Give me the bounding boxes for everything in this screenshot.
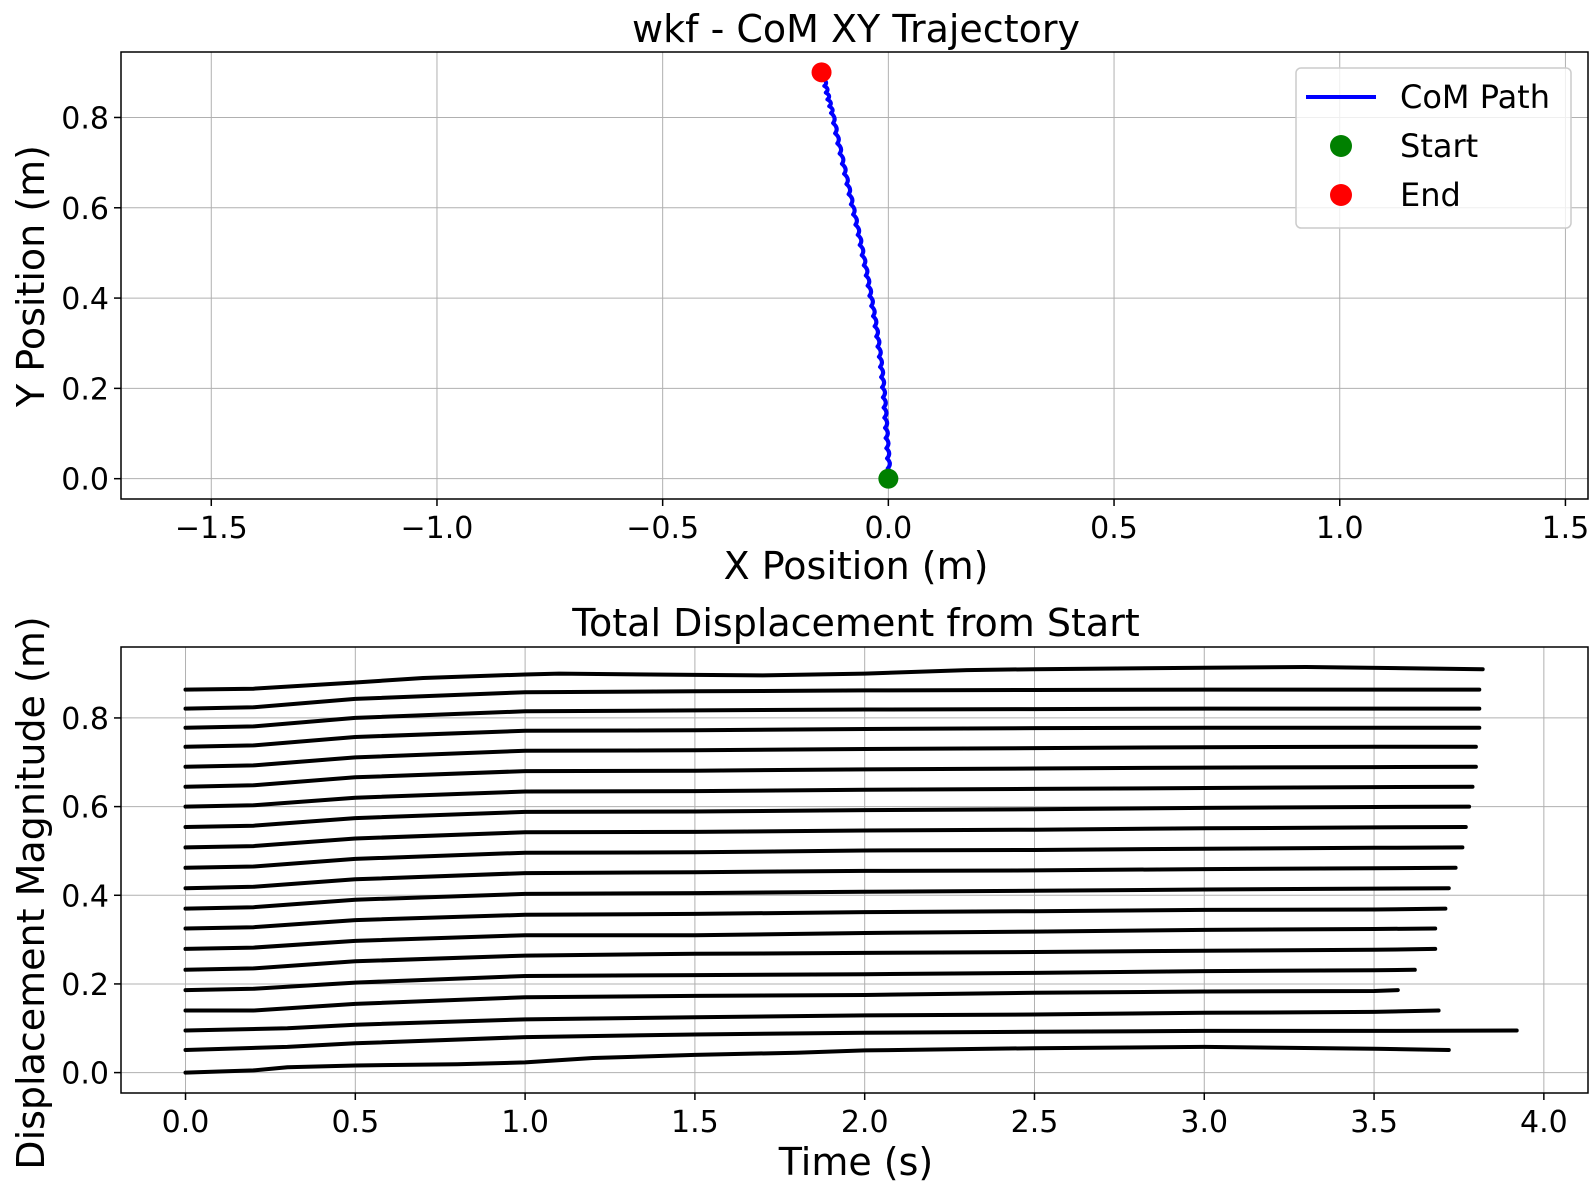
- bottom-chart-frame: [120, 646, 1589, 1094]
- displacement-segment-line: [183, 1008, 1441, 1033]
- displacement-segment-line: [183, 825, 1468, 850]
- displacement-segment-line: [183, 706, 1482, 730]
- bottom-y-tick-label: 0.6: [61, 791, 109, 826]
- end-point-marker: [811, 62, 832, 83]
- bottom-chart-ticks: 0.0 0.5 1.0 1.5 2.0 2.5 3.0 3.5 4.0 0.0 0.2 0.4 0.6 0…: [61, 702, 1567, 1140]
- top-x-tick-label: −1.5: [175, 511, 248, 546]
- displacement-segment-line: [183, 665, 1485, 692]
- displacement-chart: Total Displacement from Start 0.0 0.5 1.0 1…: [9, 601, 1589, 1184]
- top-y-tick-label: 0.8: [61, 101, 109, 136]
- bottom-x-tick-label: 1.5: [671, 1105, 719, 1140]
- top-chart-frame: [120, 51, 1589, 500]
- displacement-segment-line: [183, 1044, 1451, 1075]
- displacement-segment-line: [183, 845, 1465, 870]
- top-y-tick-label: 0.6: [61, 192, 109, 227]
- bottom-y-tick-label: 0.8: [61, 702, 109, 737]
- top-chart-title: wkf - CoM XY Trajectory: [632, 7, 1080, 51]
- displacement-segment-line: [183, 687, 1482, 711]
- bottom-x-tick-label: 4.0: [1520, 1105, 1568, 1140]
- bottom-y-tick-label: 0.4: [61, 879, 109, 914]
- displacement-segment-line: [183, 764, 1478, 789]
- displacement-segment-line: [183, 926, 1438, 951]
- bottom-y-tick-label: 0.0: [61, 1057, 109, 1092]
- top-chart-legend: CoM Path Start End: [1295, 67, 1572, 229]
- bottom-x-tick-label: 3.0: [1180, 1105, 1228, 1140]
- top-x-tick-label: 0.0: [864, 511, 912, 546]
- top-chart-plot-area: [811, 62, 899, 489]
- top-chart-ylabel: Y Position (m): [9, 145, 53, 408]
- top-x-tick-label: 1.0: [1316, 511, 1364, 546]
- bottom-x-tick-label: 0.5: [331, 1105, 379, 1140]
- displacement-segment-line: [183, 804, 1472, 829]
- legend-com-path-label: CoM Path: [1400, 78, 1550, 116]
- start-point-marker: [878, 468, 899, 489]
- displacement-segment-line: [183, 886, 1451, 911]
- bottom-x-tick-label: 2.5: [1011, 1105, 1059, 1140]
- legend-end-label: End: [1400, 176, 1461, 214]
- com-path-line: [820, 70, 893, 481]
- top-x-tick-label: −1.0: [401, 511, 474, 546]
- displacement-segment-line: [183, 744, 1478, 769]
- legend-box: [1295, 67, 1572, 229]
- bottom-y-tick-label: 0.2: [61, 968, 109, 1003]
- top-x-tick-label: 1.5: [1542, 511, 1590, 546]
- displacement-segment-line: [183, 906, 1448, 931]
- legend-start-label: Start: [1400, 127, 1478, 165]
- top-x-tick-label: −0.5: [626, 511, 699, 546]
- bottom-chart-title: Total Displacement from Start: [571, 601, 1139, 645]
- bottom-chart-plot-area: [183, 665, 1519, 1075]
- displacement-segment-line: [183, 784, 1475, 809]
- top-y-tick-label: 0.2: [61, 372, 109, 407]
- top-x-tick-label: 0.5: [1090, 511, 1138, 546]
- bottom-x-tick-label: 2.0: [841, 1105, 889, 1140]
- bottom-chart-xlabel: Time (s): [778, 1140, 934, 1184]
- displacement-segment-line: [183, 967, 1417, 993]
- bottom-chart-ylabel: Displacement Magnitude (m): [9, 616, 53, 1169]
- legend-start-marker: [1330, 135, 1352, 157]
- top-chart-ticks: −1.5 −1.0 −0.5 0.0 0.5 1.0 1.5 0.0 0.2 0.4 0.6 0.8: [61, 101, 1589, 546]
- displacement-segment-line: [183, 946, 1438, 972]
- top-chart-xlabel: X Position (m): [724, 544, 989, 588]
- bottom-x-tick-label: 0.0: [162, 1105, 210, 1140]
- legend-end-marker: [1330, 184, 1352, 206]
- displacement-segment-line: [183, 988, 1400, 1013]
- top-y-tick-label: 0.0: [61, 463, 109, 498]
- xy-trajectory-chart: wkf - CoM XY Trajectory −1.5 −1.0 −0.5 0.0 0…: [9, 7, 1589, 588]
- displacement-segment-line: [183, 725, 1482, 749]
- displacement-segment-line: [183, 1028, 1519, 1052]
- displacement-segment-line: [183, 865, 1458, 891]
- bottom-x-tick-label: 1.0: [501, 1105, 549, 1140]
- top-y-tick-label: 0.4: [61, 282, 109, 317]
- bottom-x-tick-label: 3.5: [1350, 1105, 1398, 1140]
